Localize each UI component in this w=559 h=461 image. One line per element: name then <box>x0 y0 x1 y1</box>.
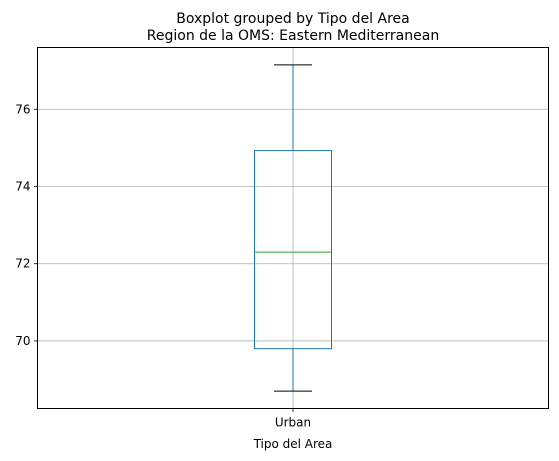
y-axis: 70 72 74 76 <box>15 102 38 348</box>
x-tick-label: Urban <box>275 416 311 430</box>
chart-suptitle: Boxplot grouped by Tipo del Area <box>176 11 410 27</box>
chart-title: Region de la OMS: Eastern Mediterranean <box>147 28 439 44</box>
y-tick-label: 76 <box>15 102 30 116</box>
y-tick-label: 72 <box>15 257 30 271</box>
box-iqr <box>254 150 332 350</box>
y-tick-label: 70 <box>15 334 30 348</box>
x-axis-label: Tipo del Area <box>253 437 333 451</box>
box-layer <box>254 64 332 392</box>
y-tick-label: 74 <box>15 179 30 193</box>
x-axis: Urban <box>275 408 311 430</box>
